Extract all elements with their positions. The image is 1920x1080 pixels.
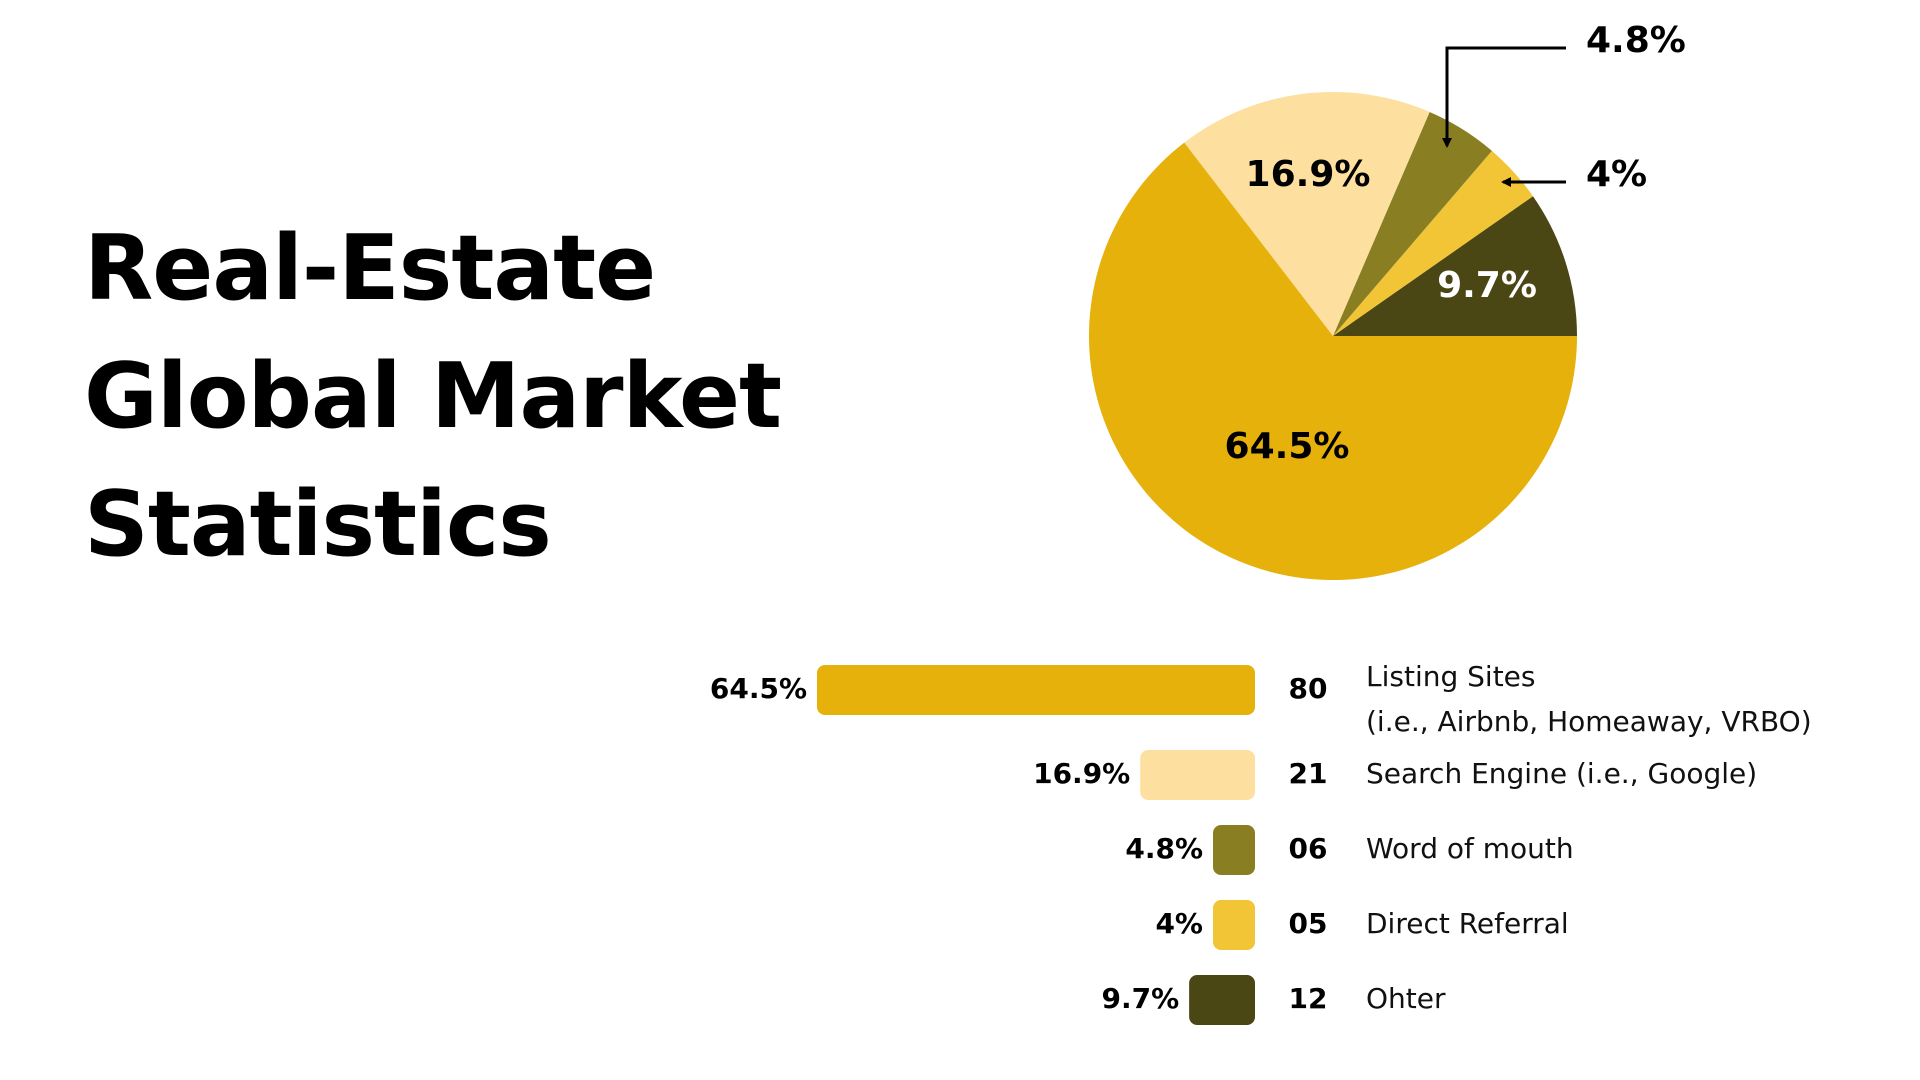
pie-slice-direct-referral <box>1333 150 1533 336</box>
bar-search-engine <box>1140 750 1255 800</box>
bar-count-word-of-mouth: 06 <box>1289 832 1328 865</box>
title-line-1: Real-Estate <box>84 216 656 321</box>
pie-label-search-engine: 16.9% <box>1246 154 1371 195</box>
bar-count-search-engine: 21 <box>1289 757 1328 790</box>
pie-slice-other <box>1333 196 1577 336</box>
bar-listing-sites <box>817 665 1255 715</box>
bar-word-of-mouth <box>1213 825 1255 875</box>
page-title: Real-Estate Global Market Statistics <box>84 205 782 589</box>
title-line-2: Global Market <box>84 344 782 449</box>
pie-slice-word-of-mouth <box>1333 111 1492 337</box>
pie-callouts: 4.8% 4% <box>1442 20 1686 195</box>
callout-label-word-of-mouth: 4.8% <box>1586 20 1686 61</box>
bar-count-direct-referral: 05 <box>1289 907 1328 940</box>
bar-category-label-direct-referral: Direct Referral <box>1366 907 1569 940</box>
bar-list: 64.5% 80 Listing Sites (i.e., Airbnb, Homea… <box>710 660 1812 1025</box>
bar-category-label-listing-sites-line-2: (i.e., Airbnb, Homeaway, VRBO) <box>1366 705 1812 738</box>
bar-category-label-listing-sites-line-1: Listing Sites <box>1366 660 1536 693</box>
callout-arrow-word-of-mouth <box>1442 46 1566 148</box>
title-line-3: Statistics <box>84 472 552 577</box>
pie-label-listing-sites: 64.5% <box>1225 426 1350 467</box>
bar-count-listing-sites: 80 <box>1289 672 1328 705</box>
bar-value-label-direct-referral: 4% <box>1155 907 1203 940</box>
pie-slice-search-engine <box>1184 92 1430 337</box>
bar-other <box>1189 975 1255 1025</box>
bar-value-label-search-engine: 16.9% <box>1033 757 1130 790</box>
callout-label-direct-referral: 4% <box>1586 154 1647 195</box>
bar-value-label-word-of-mouth: 4.8% <box>1125 832 1203 865</box>
bar-count-other: 12 <box>1289 982 1328 1015</box>
bar-value-label-listing-sites: 64.5% <box>710 672 807 705</box>
bar-value-label-other: 9.7% <box>1101 982 1179 1015</box>
bar-direct-referral <box>1213 900 1255 950</box>
pie-slice-listing-sites <box>1088 142 1577 580</box>
bar-category-label-search-engine: Search Engine (i.e., Google) <box>1366 757 1757 790</box>
bar-category-label-word-of-mouth: Word of mouth <box>1366 832 1574 865</box>
pie-chart: 64.5% 16.9% 9.7% <box>1088 92 1577 580</box>
pie-label-other: 9.7% <box>1437 265 1537 306</box>
bar-category-label-other: Ohter <box>1366 982 1446 1015</box>
